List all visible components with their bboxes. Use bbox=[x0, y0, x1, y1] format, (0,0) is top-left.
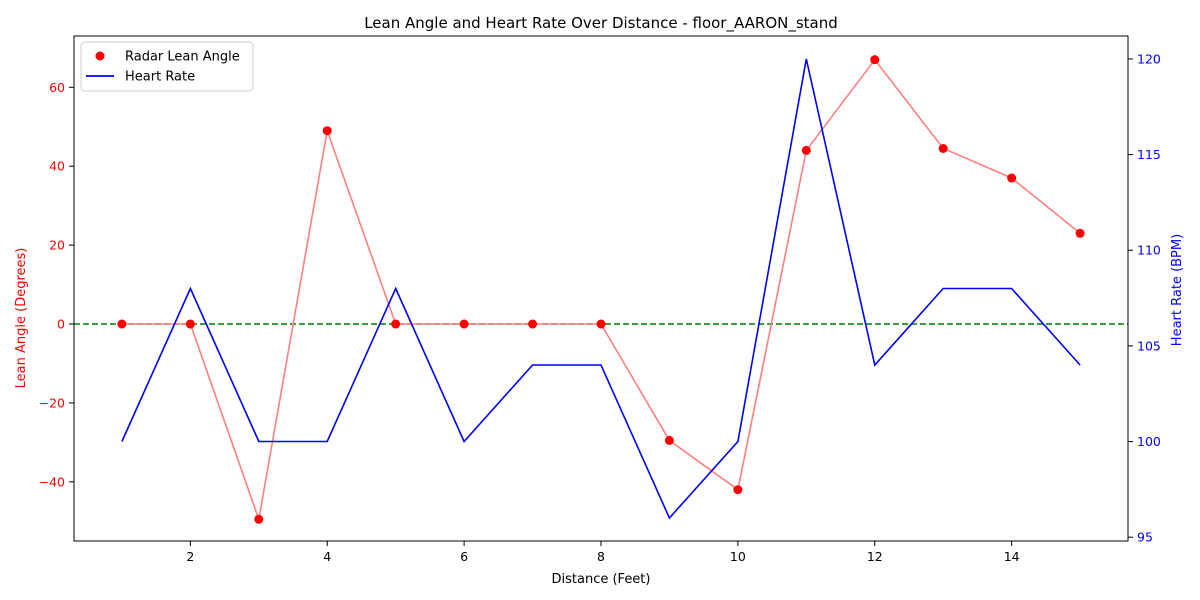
right-y-tick-label: 110 bbox=[1137, 243, 1161, 258]
left-y-tick-label: 60 bbox=[49, 80, 65, 95]
lean-angle-point bbox=[322, 126, 332, 136]
right-axis-ticks: 95 100 105 110 115 120 bbox=[1128, 51, 1161, 545]
x-tick-label: 12 bbox=[867, 549, 883, 564]
left-y-tick-label: 0 bbox=[57, 317, 65, 332]
lean-angle-series bbox=[117, 55, 1085, 524]
legend-label-lean-angle: Radar Lean Angle bbox=[125, 50, 240, 65]
x-axis-ticks: 2 4 6 8 10 12 14 bbox=[186, 541, 1020, 564]
lean-angle-point bbox=[664, 435, 674, 445]
lean-angle-point bbox=[391, 319, 401, 329]
left-axis-ticks: −40 −20 0 20 40 60 bbox=[39, 80, 74, 489]
heart-rate-line bbox=[121, 58, 1081, 520]
heart-rate-series bbox=[121, 58, 1081, 520]
lean-angle-point bbox=[1007, 173, 1017, 183]
lean-angle-point bbox=[870, 55, 880, 65]
lean-angle-point bbox=[801, 145, 811, 155]
lean-angle-point bbox=[185, 319, 195, 329]
legend-box bbox=[80, 41, 254, 92]
left-y-tick-label: −40 bbox=[39, 474, 65, 489]
x-tick-label: 8 bbox=[597, 549, 605, 564]
legend-marker-lean-angle bbox=[95, 51, 105, 61]
lean-angle-point bbox=[117, 319, 127, 329]
lean-angle-point bbox=[1075, 228, 1085, 238]
x-tick-label: 10 bbox=[730, 549, 746, 564]
chart-title: Lean Angle and Heart Rate Over Distance … bbox=[364, 14, 838, 33]
x-tick-label: 14 bbox=[1004, 549, 1020, 564]
right-y-tick-label: 95 bbox=[1137, 530, 1153, 545]
right-y-tick-label: 105 bbox=[1137, 338, 1161, 353]
lean-angle-point bbox=[528, 319, 538, 329]
right-y-tick-label: 120 bbox=[1137, 51, 1161, 66]
left-y-tick-label: 20 bbox=[49, 238, 65, 253]
lean-angle-point bbox=[254, 514, 264, 524]
left-axis-label: Lean Angle (Degrees) bbox=[14, 248, 29, 389]
right-axis-label: Heart Rate (BPM) bbox=[1170, 234, 1185, 346]
lean-angle-point bbox=[596, 319, 606, 329]
x-tick-label: 2 bbox=[186, 549, 194, 564]
legend-label-heart-rate: Heart Rate bbox=[125, 70, 195, 85]
right-y-tick-label: 115 bbox=[1137, 147, 1161, 162]
x-tick-label: 6 bbox=[460, 549, 468, 564]
lean-angle-point bbox=[938, 143, 948, 153]
left-y-tick-label: −20 bbox=[39, 395, 65, 410]
x-tick-label: 4 bbox=[323, 549, 331, 564]
right-y-tick-label: 100 bbox=[1137, 434, 1161, 449]
legend: Radar Lean Angle Heart Rate bbox=[80, 41, 254, 92]
lean-angle-point bbox=[459, 319, 469, 329]
lean-angle-line bbox=[121, 58, 1081, 523]
left-y-tick-label: 40 bbox=[49, 159, 65, 174]
x-axis-label: Distance (Feet) bbox=[552, 572, 651, 587]
lean-angle-point bbox=[733, 485, 743, 495]
